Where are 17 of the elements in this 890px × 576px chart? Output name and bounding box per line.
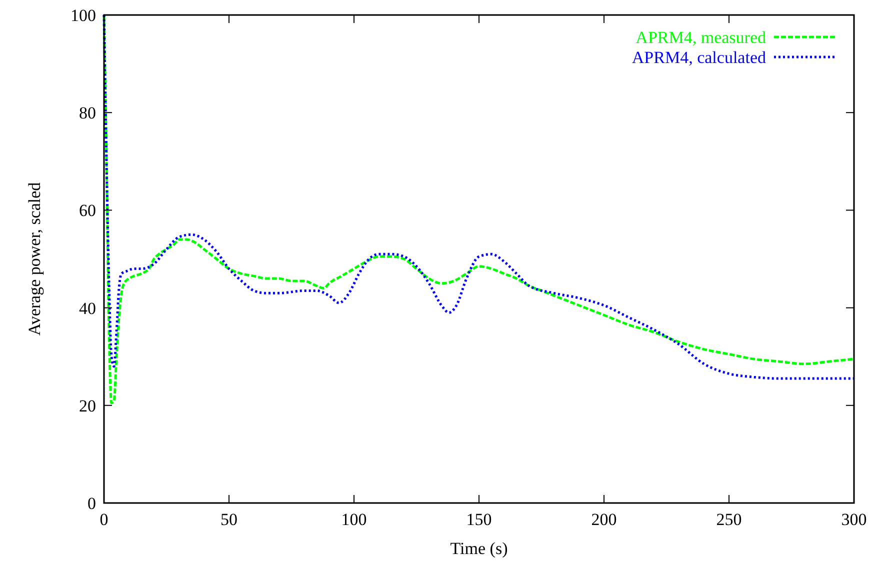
x-tick-label: 0 bbox=[100, 510, 108, 529]
y-tick-label: 20 bbox=[79, 396, 96, 416]
y-tick-label: 0 bbox=[88, 494, 96, 513]
x-tick-label: 200 bbox=[591, 510, 617, 529]
y-tick-label: 60 bbox=[79, 201, 96, 220]
y-axis-title: Average power, scaled bbox=[25, 182, 44, 336]
legend-label: APRM4, measured bbox=[636, 28, 766, 47]
y-tick-label: 40 bbox=[79, 298, 96, 318]
x-tick-label: 50 bbox=[220, 510, 238, 529]
y-tick-label: 80 bbox=[79, 104, 96, 123]
x-tick-label: 150 bbox=[466, 510, 492, 529]
y-tick-label: 100 bbox=[70, 6, 96, 25]
x-axis-title: Time (s) bbox=[450, 539, 508, 558]
x-tick-label: 250 bbox=[716, 510, 742, 529]
x-tick-label: 300 bbox=[841, 510, 867, 529]
x-tick-label: 100 bbox=[341, 510, 367, 529]
legend-label: APRM4, calculated bbox=[632, 48, 766, 67]
